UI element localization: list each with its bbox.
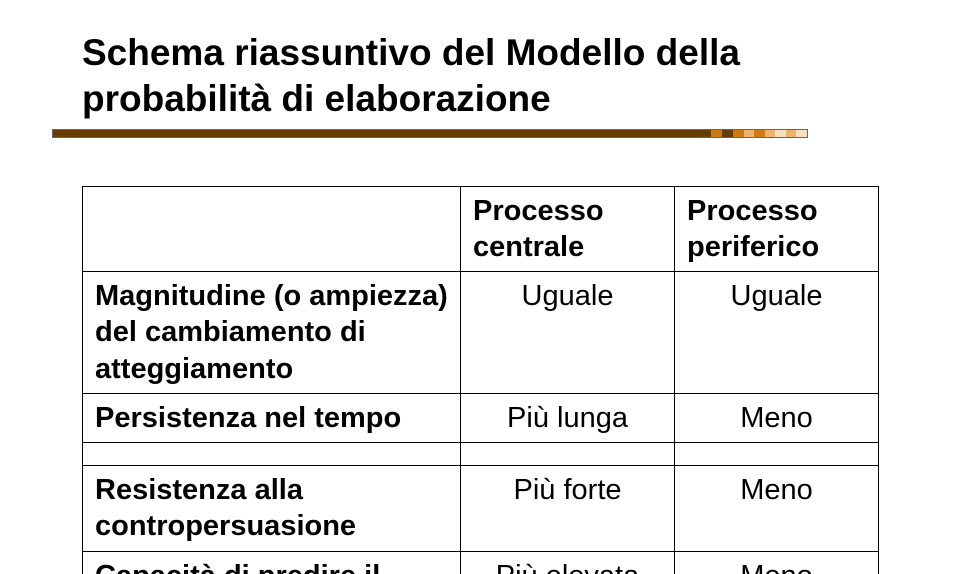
row3-col3: Meno [675,466,879,552]
accent-bar-seg-medlong3 [754,130,765,137]
title-block: Schema riassuntivo del Modello della pro… [82,30,908,123]
table-spacer-row [83,443,879,466]
table-header-row: Processo centrale Processo periferico [83,186,879,272]
row3-label: Resistenza alla contropersuasione [83,466,461,552]
row1-col2: Uguale [461,272,675,394]
title-line-1: Schema riassuntivo del Modello della [82,30,908,76]
accent-bar-seg-short [775,130,786,137]
header-col2: Processo centrale [461,186,675,272]
accent-bar-seg-long2 [722,130,733,137]
row2-label: Persistenza nel tempo [83,393,461,442]
accent-bar [52,129,808,138]
accent-bar-seg-short2 [796,130,807,137]
row3-col2: Più forte [461,466,675,552]
row2-col3: Meno [675,393,879,442]
accent-bar-seg-medshort2 [765,130,775,137]
header-empty [83,186,461,272]
row1-label: Magnitudine (o ampiezza) del cambiamento… [83,272,461,394]
title-line-2: probabilità di elaborazione [82,76,908,122]
table-row: Magnitudine (o ampiezza) del cambiamento… [83,272,879,394]
table-row: Persistenza nel tempo Più lunga Meno [83,393,879,442]
accent-bar-seg-medlong2 [733,130,744,137]
table-row: Capacità di predire il comportamento Più… [83,551,879,574]
row4-col3: Meno [675,551,879,574]
accent-bar-seg-medshort [744,130,754,137]
header-col3: Processo periferico [675,186,879,272]
row2-col2: Più lunga [461,393,675,442]
accent-bar-seg-medshort3 [786,130,796,137]
row4-label: Capacità di predire il comportamento [83,551,461,574]
row1-col3: Uguale [675,272,879,394]
table-row: Resistenza alla contropersuasione Più fo… [83,466,879,552]
accent-bar-seg-long [53,130,711,137]
accent-bar-seg-medlong [711,130,722,137]
summary-table: Processo centrale Processo periferico Ma… [82,186,879,574]
row4-col2: Più elevata [461,551,675,574]
table-area: Processo centrale Processo periferico Ma… [82,186,878,574]
slide: Schema riassuntivo del Modello della pro… [0,0,960,574]
